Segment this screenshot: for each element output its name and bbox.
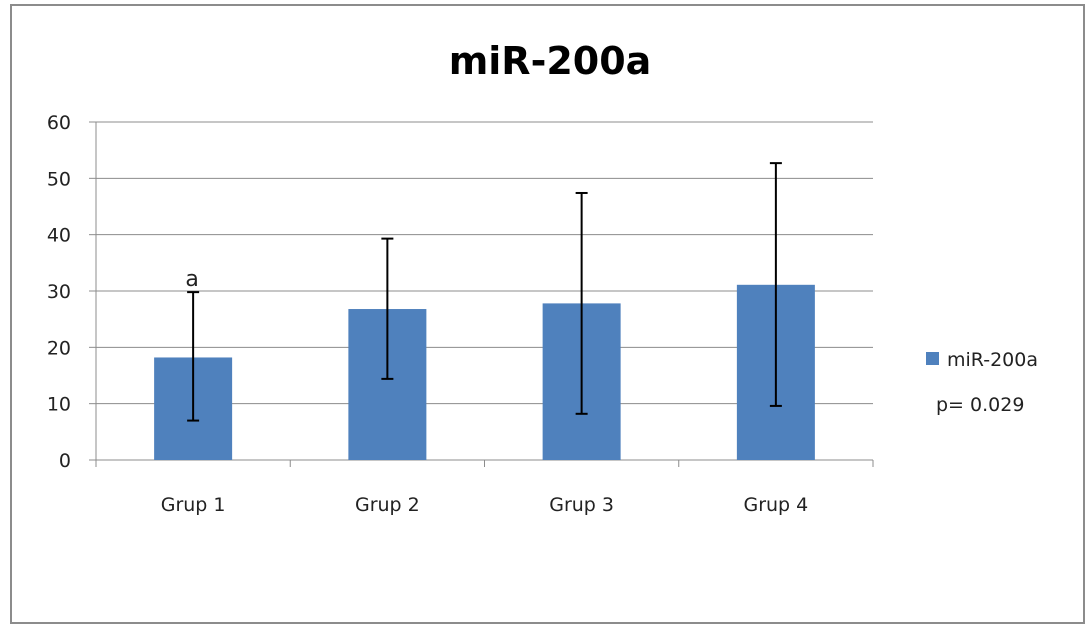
- y-tick-label: 20: [47, 337, 71, 359]
- y-tick-label: 60: [47, 112, 71, 134]
- legend: miR-200a p= 0.029: [926, 349, 1038, 416]
- error-bars: [187, 162, 782, 422]
- legend-swatch: [926, 352, 939, 365]
- x-tick-label: Grup 2: [355, 494, 420, 516]
- bars: [154, 284, 815, 460]
- legend-note: p= 0.029: [936, 394, 1024, 416]
- y-tick-label: 40: [47, 225, 71, 247]
- chart-title: miR-200a: [449, 39, 652, 83]
- y-tick-label: 10: [47, 394, 71, 416]
- x-tick-label: Grup 4: [743, 494, 808, 516]
- annotation-label: a: [185, 267, 198, 292]
- y-tick-label: 30: [47, 281, 71, 303]
- chart: miR-200a 0 10 20 30 40 50 60 Grup 1 Grup 2 Grup 3…: [47, 39, 1038, 516]
- legend-entry: miR-200a: [947, 349, 1038, 371]
- y-tick-label: 50: [47, 168, 71, 190]
- x-tick-label: Grup 1: [161, 494, 226, 516]
- y-tick-label: 0: [59, 450, 71, 472]
- labels: 0 10 20 30 40 50 60 Grup 1 Grup 2 Grup 3 Grup 4 a: [47, 112, 808, 516]
- x-tick-label: Grup 3: [549, 494, 614, 516]
